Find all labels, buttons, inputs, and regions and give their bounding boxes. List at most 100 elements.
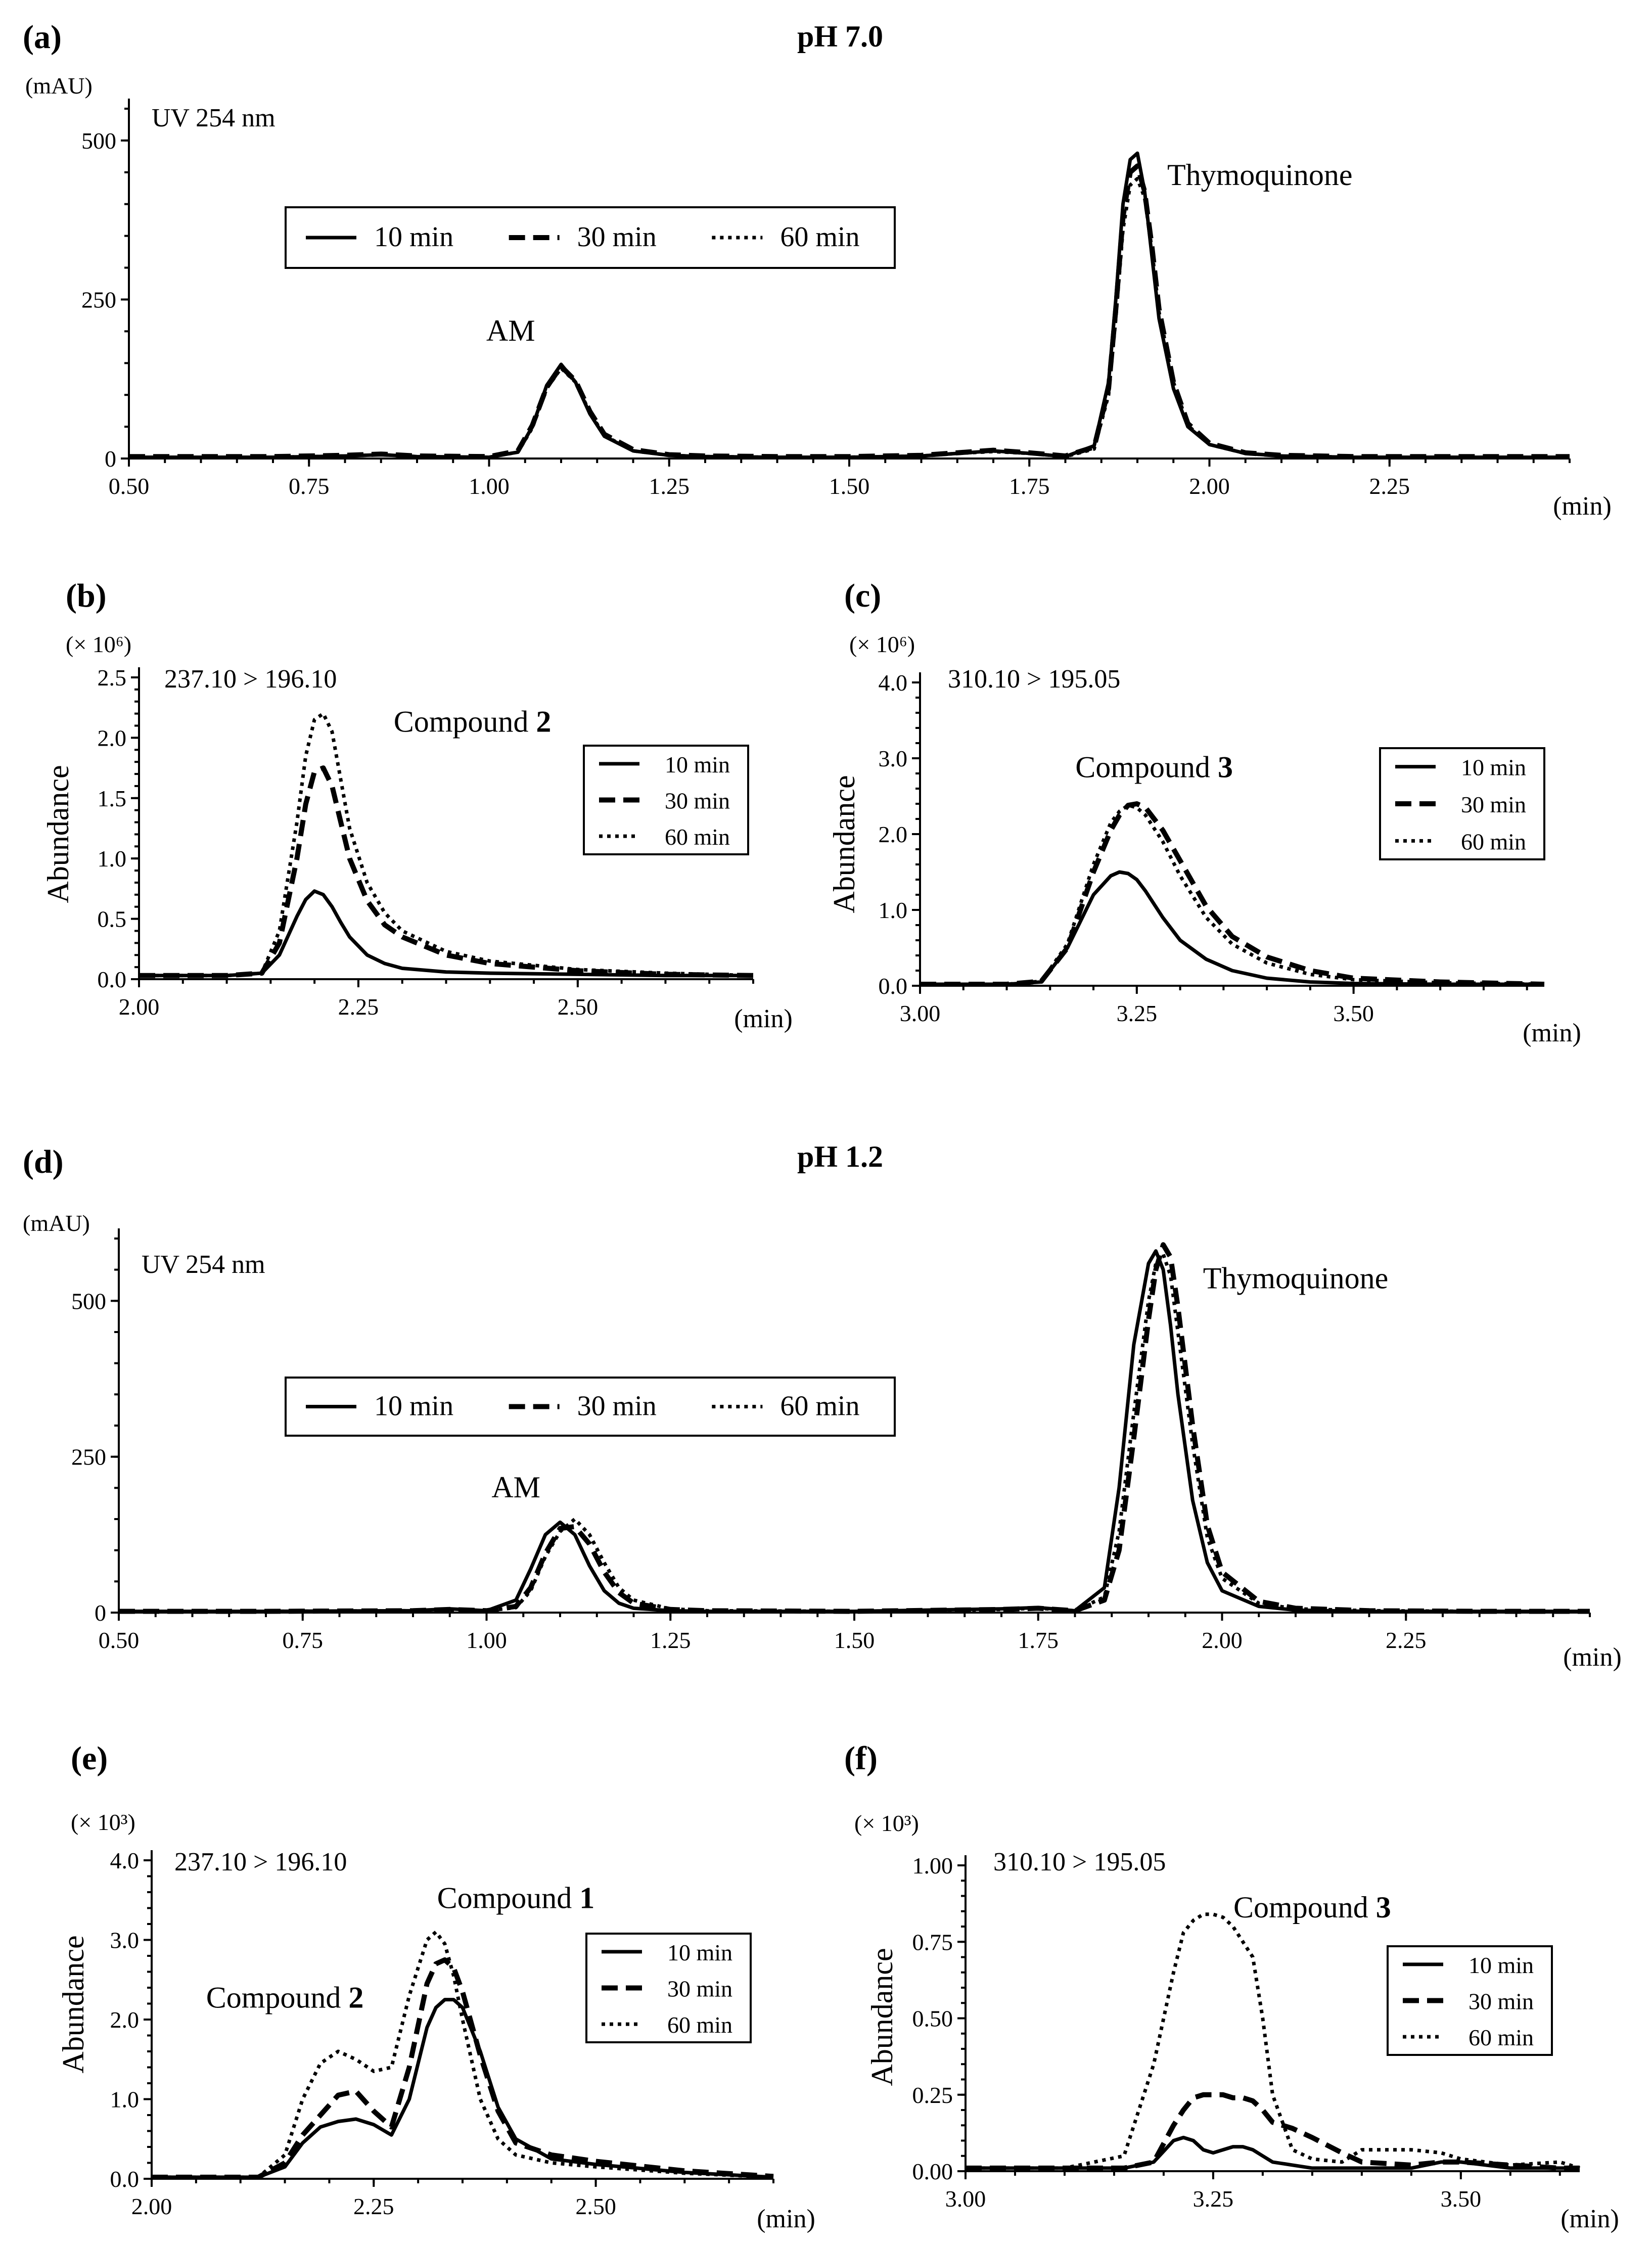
y-tick-label: 3.0	[879, 746, 908, 771]
y-unit-label: (× 10⁶)	[66, 631, 131, 657]
x-axis-unit: (min)	[757, 2205, 815, 2233]
legend-label: 60 min	[780, 1391, 859, 1422]
legend-label: 10 min	[374, 1391, 453, 1422]
panel-label: (d)	[23, 1143, 64, 1180]
y-tick-label: 3.0	[110, 1928, 140, 1953]
x-tick-label: 3.50	[1441, 2186, 1482, 2212]
series-line-60-min	[119, 1252, 1590, 1613]
detection-annotation: 310.10 > 195.05	[993, 1848, 1166, 1876]
section-title-ph12: pH 1.2	[797, 1140, 883, 1173]
y-tick-label: 0.25	[912, 2082, 953, 2108]
x-tick-label: 0.50	[109, 473, 150, 499]
legend-label: 60 min	[1469, 2025, 1534, 2050]
series-line-10-min	[139, 889, 753, 978]
y-tick-label: 250	[71, 1444, 106, 1470]
peak-label: Compound 3	[1233, 1891, 1391, 1924]
panel-label: (e)	[71, 1740, 108, 1777]
x-axis-unit: (min)	[1553, 492, 1612, 521]
x-tick-label: 3.00	[945, 2186, 986, 2212]
peak-label: Compound 1	[437, 1882, 595, 1915]
y-axis-title: Abundance	[865, 1948, 899, 2086]
x-tick-label: 2.25	[338, 994, 379, 1020]
legend-box	[285, 1377, 896, 1437]
x-tick-label: 1.50	[834, 1627, 875, 1653]
y-axis-title: Abundance	[828, 775, 861, 913]
detection-annotation: 237.10 > 196.10	[174, 1848, 347, 1876]
x-tick-label: 3.50	[1333, 1000, 1374, 1026]
chart-panel-f: (f) (× 10³) 310.10 > 195.05 3.00 3.25 3.50 0.0…	[844, 1740, 1619, 2233]
y-tick-label: 1.5	[98, 786, 127, 811]
series-line-30-min	[152, 1957, 774, 2180]
y-tick-label: 0.0	[879, 973, 908, 999]
y-tick-label: 2.0	[879, 821, 908, 847]
chart-panels: (a)(mAU)UV 254 nm0.50 0.75 1.00 1.25 1.50 1.7…	[23, 19, 1622, 2233]
detection-annotation: 237.10 > 196.10	[164, 665, 337, 694]
y-unit-label: (× 10³)	[71, 1809, 135, 1835]
x-tick-label: 3.25	[1117, 1000, 1158, 1026]
y-tick-label: 0.5	[98, 906, 127, 932]
series-line-30-min	[966, 2092, 1580, 2171]
peak-label: AM	[491, 1471, 540, 1504]
legend-label: 30 min	[667, 1976, 732, 2002]
y-unit-label: (mAU)	[23, 1210, 90, 1236]
x-tick-label: 0.75	[289, 473, 330, 499]
y-tick-label: 1.00	[912, 1853, 953, 1879]
legend-box	[285, 206, 896, 269]
series-line-60-min	[139, 712, 754, 978]
y-tick-label: 500	[81, 128, 116, 154]
series-line-30-min	[119, 1242, 1590, 1614]
series-line-10-min	[129, 151, 1570, 459]
peak-label: AM	[486, 314, 535, 347]
x-tick-label: 2.25	[1386, 1627, 1427, 1653]
x-tick-label: 2.00	[131, 2193, 172, 2219]
x-tick-label: 0.75	[283, 1627, 324, 1653]
y-tick-label: 0	[105, 446, 116, 472]
x-tick-label: 1.75	[1009, 473, 1050, 499]
y-unit-label: (mAU)	[25, 73, 93, 99]
legend-label: 10 min	[374, 221, 453, 253]
detection-annotation: UV 254 nm	[152, 104, 276, 132]
y-tick-label: 2.0	[98, 725, 127, 751]
x-tick-label: 1.50	[829, 473, 870, 499]
chart-panel-b: (b) (× 10⁶) 237.10 > 196.10 2.00 2.25 2.50 0.0…	[41, 577, 793, 1033]
x-tick-label: 1.75	[1018, 1627, 1059, 1653]
detection-annotation: 310.10 > 195.05	[948, 665, 1120, 694]
x-axis-unit: (min)	[1523, 1019, 1581, 1047]
series-line-10-min	[966, 2135, 1580, 2170]
legend-label: 30 min	[1461, 792, 1526, 817]
panel-label: (c)	[844, 577, 881, 614]
x-tick-label: 2.50	[558, 994, 599, 1020]
y-tick-label: 4.0	[110, 1848, 140, 1873]
peak-label: Compound 2	[394, 705, 552, 738]
y-unit-label: (× 10³)	[854, 1810, 919, 1836]
y-tick-label: 1.0	[879, 897, 908, 923]
y-tick-label: 1.0	[98, 846, 127, 872]
legend-label: 10 min	[667, 1940, 732, 1965]
y-tick-label: 0.75	[912, 1929, 953, 1955]
series-line-30-min	[139, 765, 754, 978]
panel-label: (b)	[66, 577, 107, 614]
chart-panel-c: (c) (× 10⁶) 310.10 > 195.05 3.00 3.25 3.50 0.0…	[828, 577, 1581, 1047]
legend-label: 10 min	[1469, 1952, 1534, 1978]
y-tick-label: 0.0	[110, 2166, 140, 2192]
legend-label: 30 min	[665, 788, 730, 814]
legend-label: 30 min	[577, 221, 657, 253]
x-tick-label: 2.00	[119, 994, 160, 1020]
peak-label: Compound 3	[1075, 751, 1233, 784]
x-axis-unit: (min)	[1563, 1643, 1622, 1672]
detection-annotation: UV 254 nm	[142, 1250, 265, 1279]
series-line-10-min	[920, 870, 1544, 986]
y-axis-title: Abundance	[57, 1935, 90, 2073]
y-tick-label: 0	[95, 1600, 106, 1626]
x-tick-label: 1.00	[469, 473, 510, 499]
y-tick-label: 1.0	[110, 2087, 140, 2113]
x-tick-label: 2.50	[575, 2193, 616, 2219]
y-tick-label: 500	[71, 1288, 106, 1314]
x-tick-label: 1.25	[650, 1627, 691, 1653]
legend-label: 30 min	[577, 1391, 657, 1422]
series-line-60-min	[129, 176, 1570, 459]
peak-label: Thymoquinone	[1167, 158, 1353, 192]
y-tick-label: 0.0	[98, 967, 127, 992]
legend-label: 60 min	[1461, 829, 1526, 854]
